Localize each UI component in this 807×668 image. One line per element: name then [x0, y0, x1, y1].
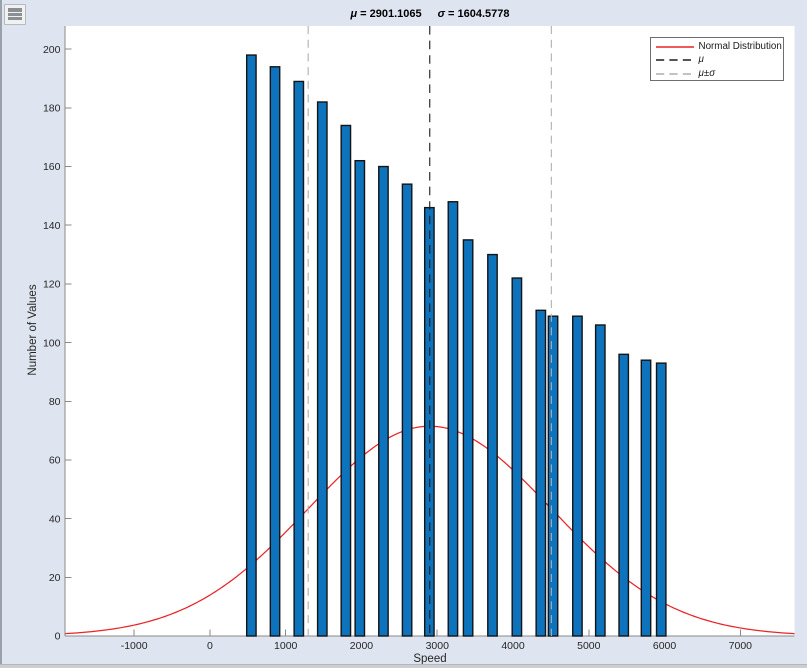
y-tick-label: 20	[49, 572, 61, 584]
legend-entry-mu: μ	[655, 54, 704, 66]
figure-menu-button[interactable]	[4, 4, 26, 25]
y-tick-label: 160	[43, 161, 61, 173]
title-mu-symbol: μ	[350, 7, 358, 20]
histogram-bar	[547, 315, 559, 637]
y-tick-label: 100	[43, 337, 61, 349]
histogram-bar	[618, 353, 630, 637]
x-tick-label: 3000	[426, 640, 450, 652]
y-axis-label: Number of Values	[27, 284, 39, 376]
x-axis-label: Speed	[413, 652, 447, 665]
legend-line-dashed-dark-icon	[655, 59, 694, 61]
title-sigma-value: = 1604.5778	[444, 7, 510, 20]
legend-entry-normal-distribution: Normal Distribution	[655, 40, 782, 53]
histogram-bar	[572, 315, 583, 637]
histogram-bar	[340, 124, 352, 637]
histogram-bar	[316, 101, 328, 637]
x-tick-label: 6000	[653, 640, 677, 652]
x-tick-label: 0	[207, 640, 213, 652]
histogram-bar	[511, 277, 523, 637]
y-tick-label: 200	[43, 44, 61, 56]
hamburger-icon	[8, 12, 22, 16]
legend-line-solid-icon	[655, 45, 694, 48]
y-tick-label: 80	[49, 396, 61, 408]
histogram-bar	[594, 324, 606, 637]
y-tick-label: 0	[55, 631, 61, 643]
x-tick-label: 4000	[501, 640, 525, 652]
y-tick-label: 60	[49, 455, 61, 467]
legend-entry-mu-sigma: μ±σ	[655, 67, 716, 80]
x-tick-label: 5000	[577, 640, 601, 652]
histogram-bar	[269, 66, 281, 637]
window-bottom-edge	[0, 664, 807, 668]
legend-label-normal-distribution: Normal Distribution	[698, 40, 782, 52]
y-tick-label: 120	[43, 279, 61, 291]
window-left-edge	[0, 0, 2, 668]
histogram-bar	[354, 159, 366, 637]
legend-label-mu: μ	[698, 54, 704, 66]
hamburger-icon	[8, 8, 22, 12]
legend: Normal Distribution μ μ±σ	[649, 36, 784, 81]
title-sigma-symbol: σ	[437, 7, 445, 20]
histogram-bar	[487, 253, 498, 637]
histogram-bar	[462, 239, 474, 637]
histogram-bar	[401, 183, 413, 637]
histogram-bar	[535, 309, 547, 637]
histogram-bar	[245, 54, 257, 637]
histogram-bar	[640, 359, 652, 637]
histogram-bar	[293, 80, 305, 637]
y-tick-label: 40	[49, 513, 61, 525]
histogram-bar	[378, 165, 389, 637]
histogram-bar	[447, 201, 459, 637]
x-tick-label: 1000	[274, 640, 298, 652]
title-mu-value: = 2901.1065	[357, 7, 422, 20]
chart-title: μ = 2901.1065 σ = 1604.5778	[65, 8, 795, 20]
x-tick-label: -1000	[121, 640, 148, 652]
hamburger-icon	[8, 17, 22, 21]
legend-label-mu-sigma: μ±σ	[698, 67, 716, 79]
y-tick-label: 140	[43, 220, 61, 232]
x-tick-label: 7000	[729, 640, 753, 652]
histogram-bar	[655, 362, 667, 637]
legend-line-dashed-gray-icon	[655, 73, 694, 75]
x-tick-label: 2000	[350, 640, 374, 652]
y-tick-label: 180	[43, 103, 61, 115]
